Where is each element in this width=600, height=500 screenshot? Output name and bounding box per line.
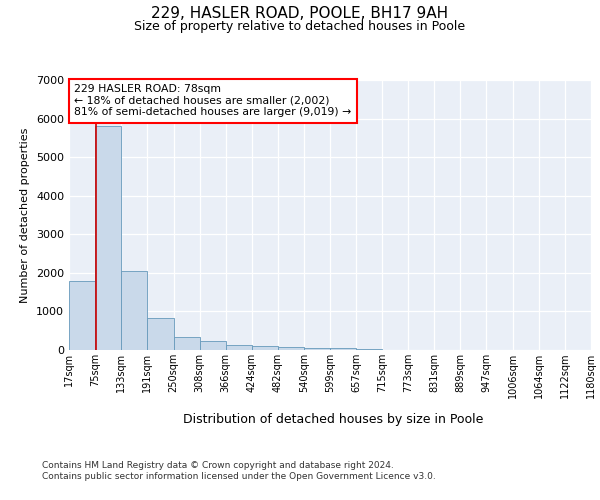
Text: 229 HASLER ROAD: 78sqm
← 18% of detached houses are smaller (2,002)
81% of semi-: 229 HASLER ROAD: 78sqm ← 18% of detached…: [74, 84, 352, 117]
Bar: [147, 318, 173, 350]
Text: Contains public sector information licensed under the Open Government Licence v3: Contains public sector information licen…: [42, 472, 436, 481]
Bar: [278, 348, 304, 350]
Bar: [69, 280, 95, 350]
Bar: [200, 341, 226, 350]
Text: Size of property relative to detached houses in Poole: Size of property relative to detached ho…: [134, 20, 466, 33]
Bar: [356, 349, 382, 350]
Bar: [173, 336, 200, 350]
Text: Contains HM Land Registry data © Crown copyright and database right 2024.: Contains HM Land Registry data © Crown c…: [42, 460, 394, 469]
Bar: [330, 348, 356, 350]
Y-axis label: Number of detached properties: Number of detached properties: [20, 128, 31, 302]
Bar: [226, 345, 251, 350]
Bar: [304, 348, 330, 350]
Bar: [121, 271, 147, 350]
Bar: [95, 126, 121, 350]
Bar: [251, 346, 278, 350]
Text: Distribution of detached houses by size in Poole: Distribution of detached houses by size …: [183, 412, 483, 426]
Text: 229, HASLER ROAD, POOLE, BH17 9AH: 229, HASLER ROAD, POOLE, BH17 9AH: [151, 6, 449, 20]
